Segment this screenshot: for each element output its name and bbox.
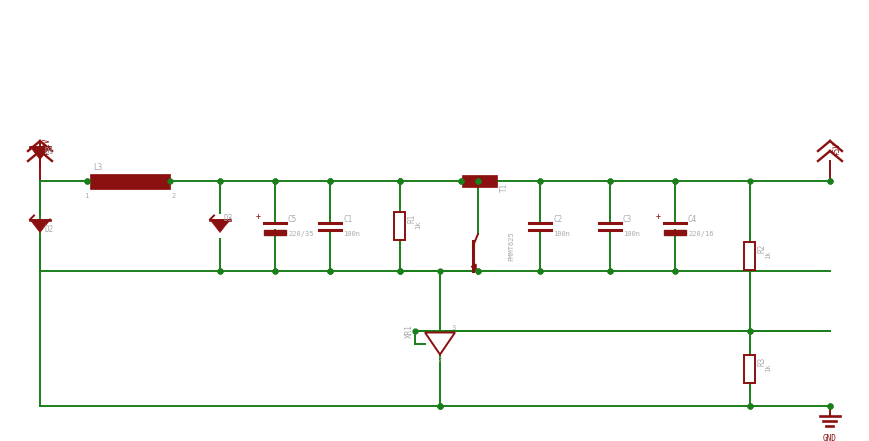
Text: 3: 3 xyxy=(452,325,455,332)
Text: D3: D3 xyxy=(223,214,233,223)
Bar xyxy=(394,212,405,240)
Text: 1k: 1k xyxy=(765,250,771,259)
Bar xyxy=(744,242,754,270)
Text: 220/35: 220/35 xyxy=(288,231,313,237)
Text: 2: 2 xyxy=(171,194,175,199)
Text: D1: D1 xyxy=(45,147,54,156)
Bar xyxy=(90,173,169,188)
Polygon shape xyxy=(209,220,229,232)
Text: C2: C2 xyxy=(553,215,561,224)
Text: 1k: 1k xyxy=(415,220,421,229)
Text: R3: R3 xyxy=(757,356,766,366)
Text: 1k: 1k xyxy=(765,363,771,371)
Bar xyxy=(663,229,686,235)
Text: 220/16: 220/16 xyxy=(687,231,713,237)
Polygon shape xyxy=(425,333,454,355)
Text: C1: C1 xyxy=(342,215,352,224)
Text: R1: R1 xyxy=(407,214,416,223)
Text: FMMT625: FMMT625 xyxy=(507,231,514,261)
Bar xyxy=(263,229,286,235)
Text: T1: T1 xyxy=(500,183,508,192)
Bar xyxy=(461,175,496,187)
Text: GND: GND xyxy=(822,434,836,441)
Text: L3: L3 xyxy=(93,162,103,172)
Text: XR1: XR1 xyxy=(405,325,414,339)
Text: R2: R2 xyxy=(757,244,766,253)
Text: +: + xyxy=(655,213,660,221)
Text: 100n: 100n xyxy=(342,231,360,237)
Text: C5: C5 xyxy=(288,215,297,224)
Bar xyxy=(744,355,754,382)
Text: 2: 2 xyxy=(436,356,441,363)
Polygon shape xyxy=(30,146,50,160)
Polygon shape xyxy=(30,220,50,232)
Text: D2: D2 xyxy=(45,225,54,234)
Text: C3: C3 xyxy=(622,215,632,224)
Text: +: + xyxy=(255,213,261,221)
Text: C4: C4 xyxy=(687,215,696,224)
Text: 1: 1 xyxy=(83,194,88,199)
Text: 100n: 100n xyxy=(553,231,569,237)
Text: +12V: +12V xyxy=(43,138,52,156)
Text: 100n: 100n xyxy=(622,231,640,237)
Text: +5V: +5V xyxy=(832,142,841,156)
